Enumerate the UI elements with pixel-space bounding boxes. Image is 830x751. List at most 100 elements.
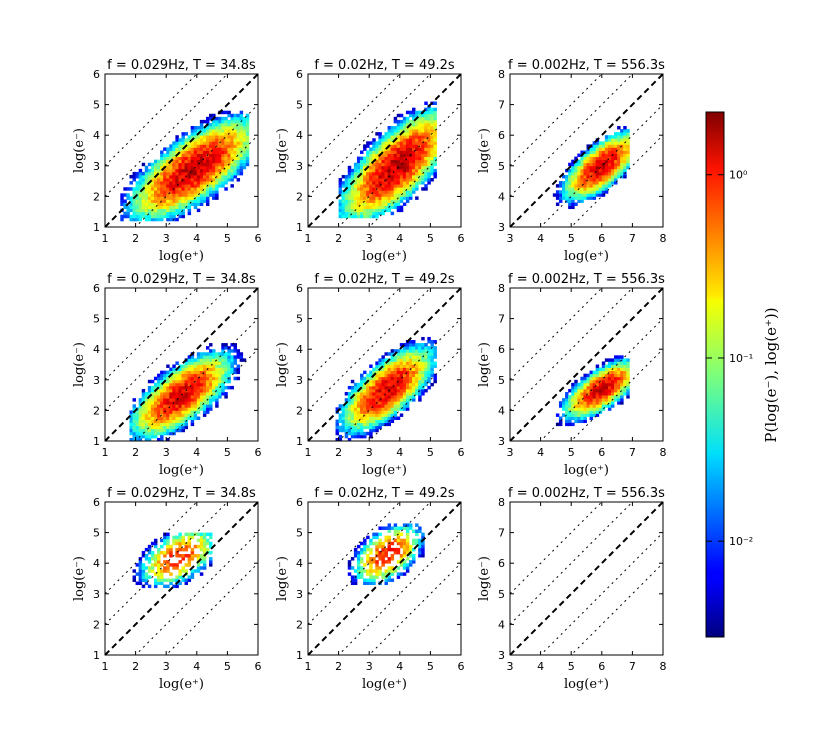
heatmap-cell (393, 407, 398, 411)
y-tick-label: 8 (498, 282, 505, 295)
heatmap-cell (157, 196, 161, 200)
heatmap-cell (408, 376, 413, 381)
heatmap-cell (157, 401, 161, 405)
heatmap-cell (218, 126, 222, 130)
heatmap-cell (157, 557, 161, 561)
heatmap-cell (224, 132, 228, 136)
heatmap-cell (202, 398, 207, 402)
heatmap-cell (387, 557, 392, 561)
heatmap-cell (363, 379, 367, 384)
heatmap-cell (393, 416, 398, 420)
heatmap-cell (353, 190, 358, 194)
heatmap-cell (558, 199, 563, 203)
heatmap-cell (372, 569, 376, 573)
heatmap-cell (427, 119, 431, 124)
heatmap-cell (187, 538, 192, 543)
heatmap-cell (175, 162, 179, 167)
heatmap-cell (381, 575, 385, 579)
heatmap-cell (360, 214, 364, 219)
heatmap-cell (157, 208, 161, 213)
heatmap-cell (412, 153, 416, 158)
heatmap-cell (580, 416, 584, 420)
heatmap-cell (163, 584, 167, 589)
heatmap-cell (412, 187, 416, 191)
heatmap-cell (393, 349, 398, 353)
heatmap-cell (193, 141, 198, 145)
heatmap-cell (393, 116, 398, 121)
heatmap-cell (589, 168, 594, 173)
heatmap-cell (393, 529, 398, 533)
heatmap-cell (199, 532, 204, 537)
heatmap-cell (172, 153, 176, 158)
heatmap-cell (565, 398, 569, 402)
heatmap-cell (418, 168, 422, 173)
heatmap-cell (408, 135, 413, 139)
heatmap-cell (598, 392, 603, 396)
heatmap-cell (178, 156, 182, 161)
heatmap-cell (418, 526, 422, 530)
heatmap-cell (574, 184, 578, 188)
heatmap-cell (375, 178, 379, 182)
heatmap-cell (172, 373, 176, 378)
heatmap-cell (212, 184, 216, 188)
heatmap-cell (187, 138, 192, 142)
heatmap-cell (372, 211, 376, 216)
heatmap-cell (396, 135, 401, 139)
heatmap-cell (378, 174, 382, 179)
heatmap-cell (190, 419, 195, 424)
heatmap-cell (190, 135, 195, 139)
heatmap-cell (221, 153, 225, 158)
heatmap-cell (202, 129, 207, 133)
heatmap-cell (199, 156, 204, 161)
heatmap-cell (583, 181, 587, 185)
heatmap-cell (196, 358, 201, 362)
heatmap-cell (393, 135, 398, 139)
heatmap-cell (245, 116, 250, 121)
heatmap-cell (583, 196, 587, 200)
heatmap-cell (181, 193, 185, 197)
heatmap-cell (141, 419, 146, 424)
heatmap-cell (350, 190, 355, 194)
heatmap-cell (366, 156, 370, 161)
heatmap-cell (369, 162, 373, 167)
heatmap-cell (212, 352, 216, 356)
heatmap-cell (592, 379, 597, 384)
heatmap-cell (245, 147, 250, 151)
heatmap-cell (617, 398, 621, 402)
heatmap-cell (421, 379, 425, 384)
heatmap-cell (129, 410, 133, 414)
heatmap-cell (163, 407, 167, 411)
heatmap-cell (390, 153, 395, 158)
heatmap-cell (390, 132, 395, 136)
heatmap-cell (577, 404, 581, 408)
heatmap-cell (157, 373, 161, 378)
heatmap-cell (433, 349, 437, 353)
heatmap-cell (360, 187, 364, 191)
heatmap-cell (390, 413, 395, 417)
heatmap-cell (399, 379, 404, 384)
heatmap-cell (172, 416, 176, 420)
heatmap-cell (421, 150, 425, 154)
heatmap-cell (396, 373, 401, 378)
heatmap-cell (574, 165, 578, 170)
heatmap-cell (224, 385, 228, 390)
heatmap-cell (399, 352, 404, 356)
heatmap-cell (421, 361, 425, 365)
heatmap-cell (360, 159, 364, 164)
heatmap-cell (574, 193, 578, 197)
heatmap-cell (384, 187, 388, 191)
heatmap-cell (366, 141, 370, 145)
heatmap-cell (390, 181, 395, 185)
heatmap-cell (366, 208, 370, 213)
heatmap-cell (402, 349, 407, 353)
heatmap-cell (233, 349, 237, 353)
heatmap-cell (430, 178, 434, 182)
heatmap-cell (421, 554, 425, 558)
x-tick-label: 6 (598, 660, 605, 673)
diagonal-lines (308, 74, 461, 227)
heatmap-cell (202, 187, 207, 191)
heatmap-cell (592, 156, 597, 161)
heatmap-cell (138, 407, 143, 411)
heatmap-cell (353, 550, 358, 555)
heatmap-cell (363, 422, 367, 427)
